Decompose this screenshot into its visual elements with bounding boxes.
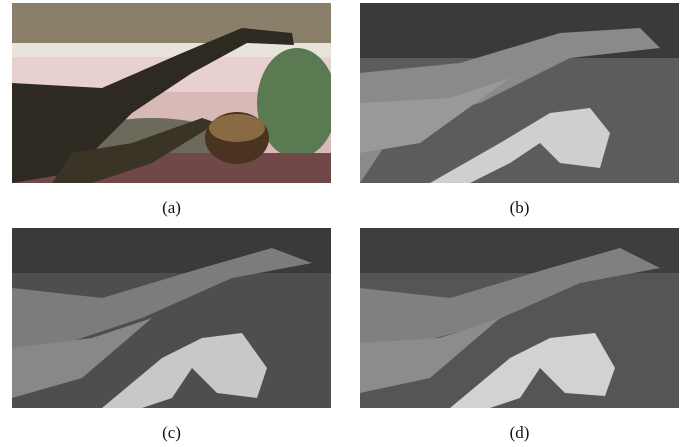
image-rgb (12, 3, 331, 183)
caption: (d) (360, 423, 679, 443)
caption: (b) (360, 198, 679, 218)
image-disparity (12, 228, 331, 408)
image-disparity (360, 3, 679, 183)
caption: (c) (12, 423, 331, 443)
image-disparity (360, 228, 679, 408)
figure: (a) (b) (c) (d) (0, 0, 686, 447)
caption: (a) (12, 198, 331, 218)
